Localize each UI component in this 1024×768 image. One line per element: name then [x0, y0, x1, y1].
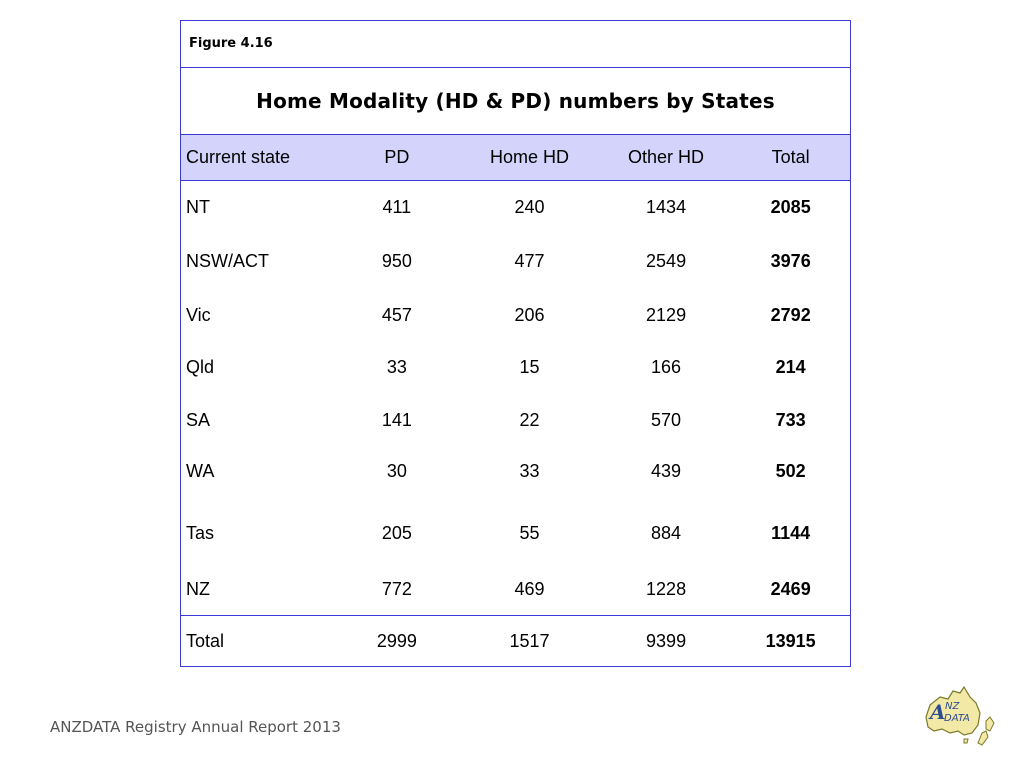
cell-state: NT [186, 196, 210, 217]
cell-state: Qld [186, 356, 215, 377]
cell-other-hd: 1228 [646, 578, 687, 599]
table-row: NZ 772 469 1228 2469 [181, 563, 850, 615]
table-header-row: Current state PD Home HD Other HD Total [181, 135, 850, 181]
total-total: 13915 [765, 630, 816, 651]
total-home-hd: 1517 [509, 630, 550, 651]
cell-home-hd: 206 [514, 304, 545, 325]
table-row: SA 141 22 570 733 [181, 394, 850, 446]
cell-home-hd: 469 [514, 578, 545, 599]
table-row: NT 411 240 1434 2085 [181, 181, 850, 233]
header-pd: PD [384, 147, 410, 167]
cell-state: NSW/ACT [186, 250, 269, 271]
cell-pd: 457 [381, 304, 412, 325]
table-row: Tas 205 55 884 1144 [181, 503, 850, 563]
header-total: Total [771, 147, 810, 167]
cell-total: 733 [775, 409, 806, 430]
table-row: Vic 457 206 2129 2792 [181, 289, 850, 341]
header-home-hd: Home HD [489, 147, 569, 167]
table-title: Home Modality (HD & PD) numbers by State… [256, 89, 775, 113]
footer-text: ANZDATA Registry Annual Report 2013 [50, 718, 341, 736]
cell-pd: 411 [382, 196, 412, 217]
table-total-row: Total 2999 1517 9399 13915 [181, 615, 850, 666]
cell-total: 2792 [770, 304, 811, 325]
cell-pd: 30 [386, 460, 407, 481]
cell-home-hd: 55 [519, 522, 540, 543]
cell-state: Vic [186, 304, 211, 325]
cell-home-hd: 240 [514, 196, 545, 217]
figure-label-row: Figure 4.16 [181, 21, 850, 68]
cell-pd: 33 [386, 356, 407, 377]
header-current-state: Current state [186, 147, 291, 167]
cell-state: SA [186, 409, 211, 430]
table-row: WA 30 33 439 502 [181, 445, 850, 497]
cell-other-hd: 1434 [646, 196, 687, 217]
total-label: Total [186, 630, 225, 651]
cell-total: 502 [775, 460, 806, 481]
cell-state: Tas [186, 522, 215, 543]
cell-total: 2085 [770, 196, 811, 217]
cell-other-hd: 2549 [646, 250, 687, 271]
cell-pd: 205 [381, 522, 412, 543]
table-row: Qld 33 15 166 214 [181, 341, 850, 393]
cell-home-hd: 33 [519, 460, 540, 481]
cell-other-hd: 2129 [646, 304, 687, 325]
cell-home-hd: 477 [514, 250, 545, 271]
cell-home-hd: 22 [519, 409, 540, 430]
cell-total: 1144 [771, 522, 811, 543]
cell-pd: 772 [381, 578, 412, 599]
cell-other-hd: 439 [651, 460, 682, 481]
cell-other-hd: 166 [651, 356, 682, 377]
anzdata-logo: A NZ DATA [925, 685, 995, 746]
header-other-hd: Other HD [628, 147, 705, 167]
cell-home-hd: 15 [519, 356, 540, 377]
cell-total: 214 [775, 356, 806, 377]
cell-other-hd: 570 [651, 409, 682, 430]
total-other-hd: 9399 [646, 630, 687, 651]
cell-state: WA [186, 460, 215, 481]
svg-text:NZ: NZ [945, 701, 960, 712]
table-row: NSW/ACT 950 477 2549 3976 [181, 235, 850, 287]
cell-total: 3976 [770, 250, 811, 271]
svg-text:A: A [928, 700, 946, 724]
cell-other-hd: 884 [651, 522, 682, 543]
figure-table: Figure 4.16 Home Modality (HD & PD) numb… [180, 20, 851, 667]
cell-pd: 950 [381, 250, 412, 271]
svg-text:DATA: DATA [944, 713, 970, 724]
cell-total: 2469 [770, 578, 811, 599]
cell-state: NZ [186, 578, 210, 599]
figure-label: Figure 4.16 [189, 36, 273, 51]
title-row: Home Modality (HD & PD) numbers by State… [181, 68, 850, 135]
cell-pd: 141 [381, 409, 412, 430]
total-pd: 2999 [376, 630, 417, 651]
